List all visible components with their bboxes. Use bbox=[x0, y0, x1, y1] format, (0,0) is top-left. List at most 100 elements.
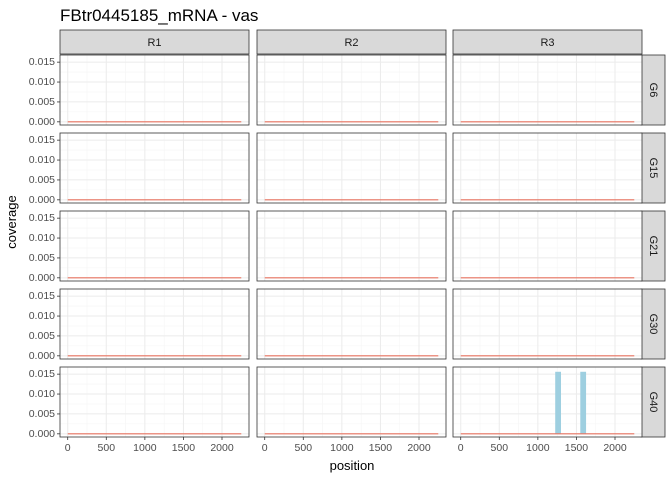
panel-G15-R1 bbox=[59, 132, 250, 204]
x-tick-label: 0 bbox=[262, 442, 268, 454]
y-tick-label: 0.010 bbox=[29, 232, 55, 244]
panel-border bbox=[452, 54, 643, 126]
panel-G30-R3 bbox=[452, 288, 643, 360]
row-strip-label-G30: G30 bbox=[647, 314, 659, 335]
x-tick-label: 1500 bbox=[565, 442, 589, 454]
y-tick-label: 0.000 bbox=[29, 194, 55, 206]
y-tick-label: 0.010 bbox=[29, 154, 55, 166]
x-tick-label: 2000 bbox=[603, 442, 627, 454]
panel-G40-R1 bbox=[59, 366, 250, 438]
panel-background bbox=[257, 211, 446, 281]
panel-border bbox=[59, 132, 250, 204]
panel-G21-R2 bbox=[256, 210, 447, 282]
panel-background bbox=[60, 211, 249, 281]
x-tick-label: 2000 bbox=[407, 442, 431, 454]
panel-border bbox=[256, 288, 447, 360]
y-tick-label: 0.000 bbox=[29, 350, 55, 362]
panel-background bbox=[453, 133, 642, 203]
chart-title: FBtr0445185_mRNA - vas bbox=[60, 6, 258, 25]
panel-background bbox=[257, 133, 446, 203]
panel-G21-R3 bbox=[452, 210, 643, 282]
x-tick-label: 500 bbox=[295, 442, 313, 454]
column-strip-label-R2: R2 bbox=[344, 37, 358, 49]
x-tick-label: 0 bbox=[458, 442, 464, 454]
panel-border bbox=[59, 210, 250, 282]
row-strip-G30 bbox=[640, 288, 666, 360]
y-axis-title: coverage bbox=[4, 195, 19, 248]
y-tick-label: 0.015 bbox=[29, 134, 55, 146]
panel-background bbox=[60, 133, 249, 203]
y-tick-label: 0.015 bbox=[29, 212, 55, 224]
facet-panels: R1 R2 R3 G6 G15 G21 G30 G40 0.000 0.005 0.010 0.015… bbox=[29, 29, 666, 454]
row-strip-label-G6: G6 bbox=[647, 83, 659, 98]
panel-background bbox=[257, 367, 446, 437]
y-tick-label: 0.005 bbox=[29, 174, 55, 186]
x-tick-label: 1000 bbox=[330, 442, 354, 454]
panel-G6-R1 bbox=[59, 54, 250, 126]
panel-border bbox=[256, 54, 447, 126]
panel-border bbox=[256, 366, 447, 438]
x-tick-label: 1500 bbox=[369, 442, 393, 454]
y-tick-label: 0.010 bbox=[29, 310, 55, 322]
column-strip-label-R3: R3 bbox=[540, 37, 554, 49]
y-tick-label: 0.000 bbox=[29, 428, 55, 440]
y-tick-label: 0.000 bbox=[29, 272, 55, 284]
panel-G6-R2 bbox=[256, 54, 447, 126]
y-tick-label: 0.010 bbox=[29, 388, 55, 400]
panel-border bbox=[452, 288, 643, 360]
x-tick-label: 0 bbox=[65, 442, 71, 454]
panel-background bbox=[60, 55, 249, 125]
column-strip-R2 bbox=[256, 29, 447, 55]
panel-G30-R1 bbox=[59, 288, 250, 360]
x-tick-label: 1500 bbox=[172, 442, 196, 454]
x-tick-label: 2000 bbox=[210, 442, 234, 454]
panel-background bbox=[60, 367, 249, 437]
y-tick-label: 0.005 bbox=[29, 252, 55, 264]
row-strip-G6 bbox=[640, 54, 666, 126]
x-tick-label: 1000 bbox=[133, 442, 157, 454]
panel-border bbox=[452, 132, 643, 204]
panel-G21-R1 bbox=[59, 210, 250, 282]
panel-border bbox=[59, 288, 250, 360]
x-tick-label: 500 bbox=[491, 442, 509, 454]
panel-background bbox=[453, 289, 642, 359]
x-tick-label: 500 bbox=[98, 442, 116, 454]
panel-background bbox=[257, 289, 446, 359]
panel-G6-R3 bbox=[452, 54, 643, 126]
x-axis-title: position bbox=[330, 458, 375, 473]
y-tick-label: 0.005 bbox=[29, 408, 55, 420]
row-strip-label-G40: G40 bbox=[647, 392, 659, 413]
row-strip-label-G15: G15 bbox=[647, 158, 659, 179]
panel-G15-R2 bbox=[256, 132, 447, 204]
column-strip-R1 bbox=[59, 29, 250, 55]
y-tick-label: 0.015 bbox=[29, 368, 55, 380]
column-strip-label-R1: R1 bbox=[147, 37, 161, 49]
y-tick-label: 0.000 bbox=[29, 116, 55, 128]
column-strip-R3 bbox=[452, 29, 643, 55]
panel-border bbox=[452, 210, 643, 282]
y-tick-label: 0.015 bbox=[29, 290, 55, 302]
panel-background bbox=[453, 55, 642, 125]
panel-background bbox=[453, 211, 642, 281]
panel-G15-R3 bbox=[452, 132, 643, 204]
panel-border bbox=[256, 210, 447, 282]
x-tick-label: 1000 bbox=[526, 442, 550, 454]
panel-G40-R2 bbox=[256, 366, 447, 438]
row-strip-label-G21: G21 bbox=[647, 236, 659, 257]
y-tick-label: 0.015 bbox=[29, 56, 55, 68]
panel-G30-R2 bbox=[256, 288, 447, 360]
row-strip-G15 bbox=[640, 132, 666, 204]
panel-border bbox=[452, 366, 643, 438]
panel-background bbox=[60, 289, 249, 359]
y-tick-label: 0.005 bbox=[29, 330, 55, 342]
y-tick-label: 0.010 bbox=[29, 76, 55, 88]
y-tick-label: 0.005 bbox=[29, 96, 55, 108]
panel-border bbox=[256, 132, 447, 204]
panel-border bbox=[59, 54, 250, 126]
coverage-bar bbox=[555, 371, 561, 434]
panel-border bbox=[59, 366, 250, 438]
coverage-bar bbox=[580, 371, 587, 434]
panel-background bbox=[453, 367, 642, 437]
panel-background bbox=[257, 55, 446, 125]
